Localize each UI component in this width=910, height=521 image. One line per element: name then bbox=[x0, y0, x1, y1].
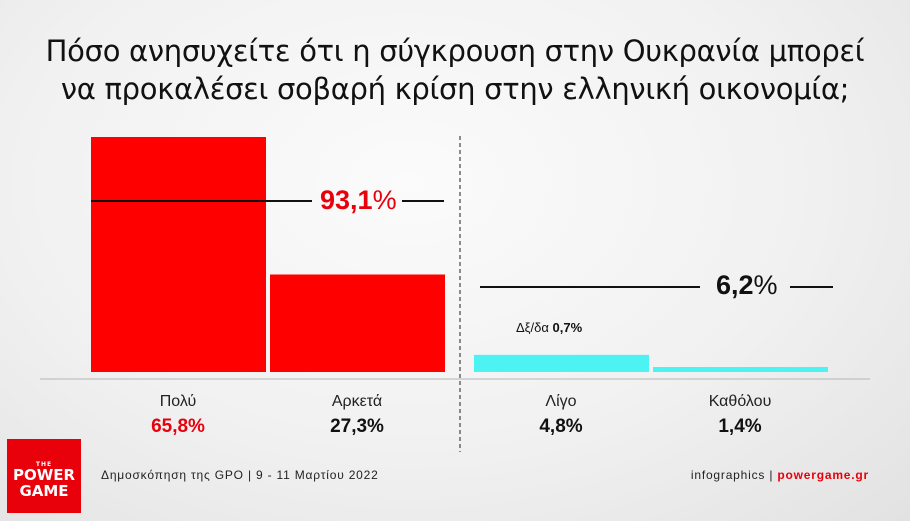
group-total-unit: % bbox=[753, 270, 778, 300]
group-total-number: 93,1 bbox=[320, 185, 373, 215]
footer-credit: infographics | powergame.gr bbox=[691, 468, 869, 482]
footer-source: Δημοσκόπηση της GPO | 9 - 11 Μαρτίου 202… bbox=[101, 468, 379, 482]
title-line-1: Πόσο ανησυχείτε ότι η σύγκρουση στην Ουκ… bbox=[45, 34, 865, 68]
footer-credit-text: infographics | bbox=[690, 468, 778, 482]
group-total-not-concerned: 6,2% bbox=[716, 270, 778, 301]
category-label-polu: Πολύ bbox=[159, 393, 197, 410]
logo-power: POWER bbox=[12, 466, 76, 484]
value-label-arketa: 27,3% bbox=[330, 416, 384, 437]
logo-the: THE bbox=[35, 461, 53, 468]
footer-site-link[interactable]: powergame.gr bbox=[777, 468, 869, 482]
power-game-logo: THE POWER GAME bbox=[7, 439, 81, 513]
value-label-polu: 65,8% bbox=[151, 416, 205, 437]
dkna-note: Δξ/δα 0,7% bbox=[516, 320, 582, 335]
dkna-label: Δξ/δα bbox=[516, 320, 549, 335]
bar-arketa bbox=[270, 274, 445, 372]
dkna-value: 0,7% bbox=[552, 320, 583, 335]
group-total-number: 6,2 bbox=[716, 270, 754, 300]
group-total-unit: % bbox=[372, 185, 397, 215]
logo-game: GAME bbox=[19, 482, 69, 500]
value-label-ligo: 4,8% bbox=[539, 416, 583, 437]
group-total-concerned: 93,1% bbox=[320, 185, 397, 216]
bar-ligo bbox=[474, 354, 649, 372]
category-label-katholou: Καθόλου bbox=[708, 393, 772, 410]
title-line-2: να προκαλέσει σοβαρή κρίση στην ελληνική… bbox=[60, 72, 850, 106]
bar-polu bbox=[91, 137, 266, 372]
category-label-arketa: Αρκετά bbox=[331, 393, 383, 410]
chart-title: Πόσο ανησυχείτε ότι η σύγκρουση στην Ουκ… bbox=[0, 32, 910, 108]
category-label-ligo: Λίγο bbox=[545, 393, 577, 410]
value-label-katholou: 1,4% bbox=[718, 416, 762, 437]
bar-katholou bbox=[653, 367, 828, 372]
